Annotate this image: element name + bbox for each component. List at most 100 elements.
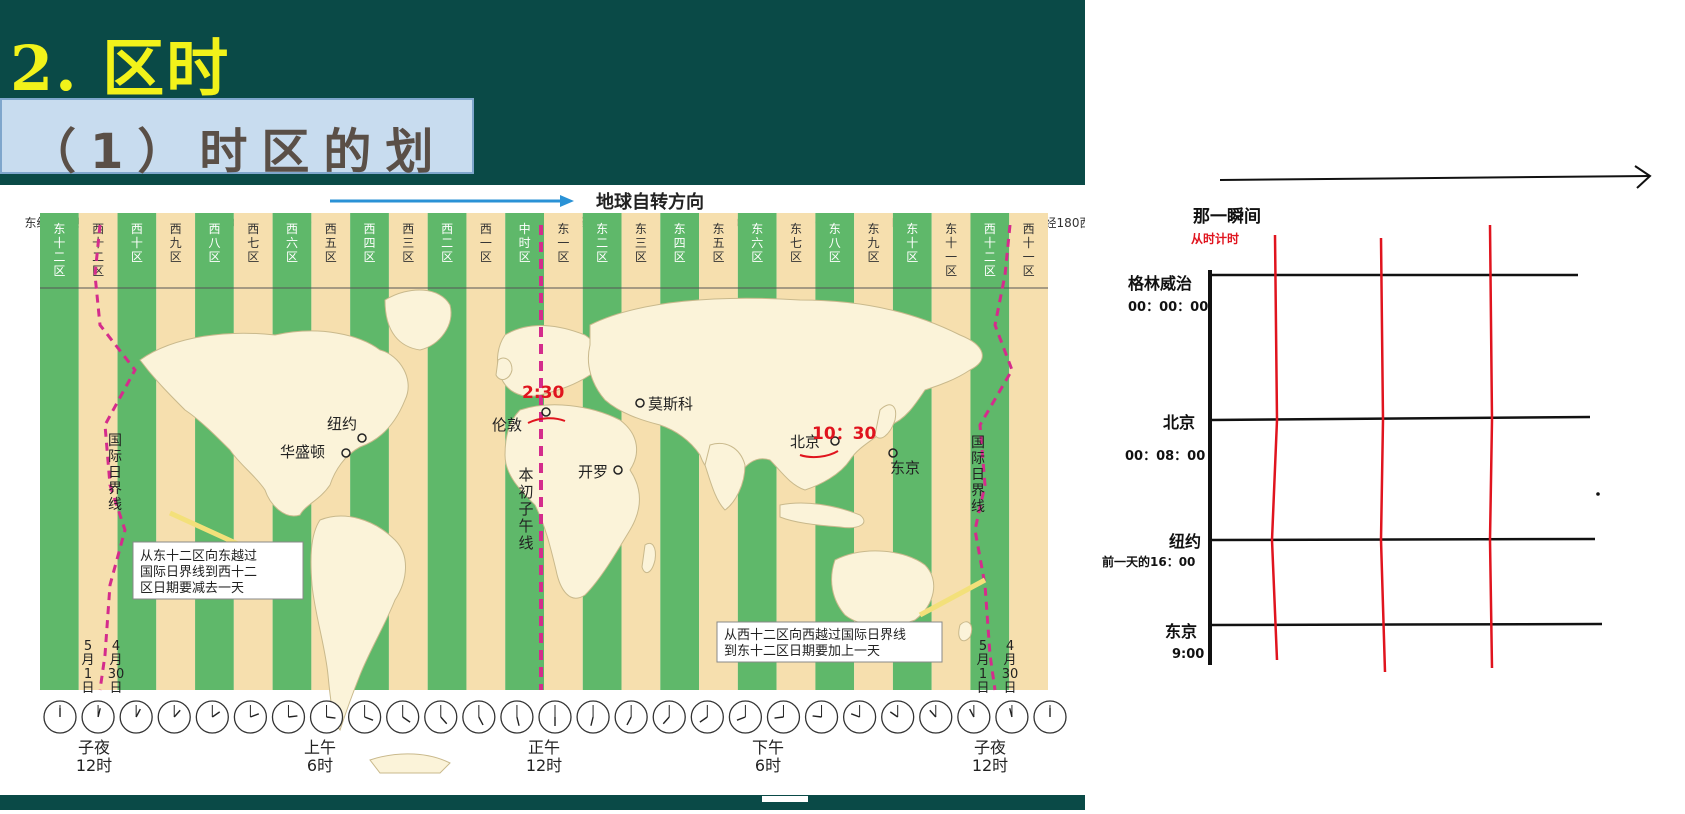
handwritten-diagram: 那一瞬间 从时计时 格林威治 00：00：00 北京 00：08：00 纽约 前… xyxy=(1085,0,1685,810)
rotation-arrow-head xyxy=(560,195,574,207)
south-america xyxy=(310,515,406,732)
note-left-pointer xyxy=(168,510,242,548)
clock-hand xyxy=(173,709,181,718)
prime-meridian-label-char: 线 xyxy=(518,534,533,552)
time-label-midnight-a: 子夜 xyxy=(78,738,110,757)
zone-label-char: 西 xyxy=(208,222,220,236)
zone-label-char: 西 xyxy=(325,222,337,236)
zone-label-char: 西 xyxy=(402,222,414,236)
zone-label-char: 西 xyxy=(131,222,143,236)
prime-meridian-label-char: 初 xyxy=(518,483,533,501)
clock-hand xyxy=(889,711,899,718)
zone-label-char: 十 xyxy=(906,236,918,250)
asia xyxy=(587,297,983,491)
zone-label-char: 东 xyxy=(906,222,918,236)
row-city-tokyo: 东京 xyxy=(1165,622,1197,641)
note-right-pointer xyxy=(918,577,987,618)
city-dot-moscow xyxy=(635,398,645,408)
zone-label-char: 区 xyxy=(751,250,763,264)
zone-label-char: 一 xyxy=(945,250,957,264)
note-right-line1: 从西十二区向西越过国际日界线 xyxy=(724,627,906,643)
row-time-beijing: 00：08：00 xyxy=(1125,449,1205,464)
clock-hand xyxy=(662,716,670,725)
annotation-london-time: 2:30 xyxy=(522,383,564,403)
bottom-gap xyxy=(762,796,808,802)
zone-label-char: 八 xyxy=(208,236,220,250)
zone-label-char: 四 xyxy=(674,236,686,250)
zone-label-char: 四 xyxy=(364,236,376,250)
zone-label-char: 十 xyxy=(984,236,996,250)
date-line-left-label-char: 际 xyxy=(108,449,122,465)
city-new-york: 纽约 xyxy=(327,415,357,433)
zone-label-char: 东 xyxy=(557,222,569,236)
date-right-a-char: 日 xyxy=(976,681,989,696)
zone-stripe xyxy=(970,213,1010,690)
date-line-left-label-char: 国 xyxy=(108,433,122,449)
red-line-3 xyxy=(1488,224,1494,669)
date-left-a-char: 日 xyxy=(81,681,94,696)
date-line-left-label-char: 界 xyxy=(108,481,122,497)
zone-label-char: 九 xyxy=(170,236,182,250)
zone-label-char: 五 xyxy=(325,236,337,250)
date-right-b-char: 日 xyxy=(1003,681,1016,696)
clock-hand xyxy=(699,716,708,723)
note-right: 从西十二区向西越过国际日界线 到东十二区日期要加上一天 xyxy=(716,577,987,663)
rotation-label: 地球自转方向 xyxy=(596,191,704,213)
date-line-right-label-char: 界 xyxy=(971,483,985,499)
zone-label-char: 西 xyxy=(1023,222,1035,236)
zone-label-char: 区 xyxy=(945,264,957,278)
madagascar xyxy=(641,542,656,574)
zone-label-char: 区 xyxy=(519,250,531,264)
slide-background: 2. 区时 （1）时区的划分 地球自转方向 东经180西经15012090603… xyxy=(0,0,1103,810)
zone-label-char: 东 xyxy=(596,222,608,236)
time-label-noon: 正午 xyxy=(528,738,560,757)
zone-label-char: 中 xyxy=(519,221,531,236)
clock-hand xyxy=(590,716,594,726)
clock-hand xyxy=(929,709,937,718)
clock-hand xyxy=(812,715,822,718)
zone-label-char: 西 xyxy=(441,222,453,236)
note-right-box xyxy=(716,621,943,663)
diagram-header: 那一瞬间 xyxy=(1193,206,1261,227)
zone-stripe xyxy=(427,213,467,690)
city-london: 伦敦 xyxy=(492,416,522,434)
date-left-b-char: 4 xyxy=(112,639,120,654)
city-beijing: 北京 xyxy=(790,433,820,451)
zone-label-char: 五 xyxy=(712,236,724,250)
zone-stripe xyxy=(388,213,428,690)
zone-label-char: 区 xyxy=(325,250,337,264)
date-right-a-char: 5 xyxy=(979,639,987,654)
date-right-b-char: 月 xyxy=(1003,653,1016,668)
zone-label-char: 区 xyxy=(364,250,376,264)
zone-label-char: 东 xyxy=(945,222,957,236)
zone-label-char: 三 xyxy=(402,236,414,250)
time-label-midnight-a-hour: 12时 xyxy=(76,756,112,775)
antarctica xyxy=(369,753,451,774)
date-line-left-label-char: 线 xyxy=(108,497,122,513)
zone-label-char: 区 xyxy=(596,250,608,264)
clock-hand xyxy=(440,716,448,725)
row-line-beijing xyxy=(1209,415,1591,422)
zone-label-char: 二 xyxy=(984,250,996,264)
clock-hand xyxy=(626,716,632,726)
zone-label-char: 东 xyxy=(829,222,841,236)
zone-label-char: 区 xyxy=(906,250,918,264)
date-line-right-label-char: 日 xyxy=(971,467,985,483)
city-moscow: 莫斯科 xyxy=(648,395,693,413)
clock-hand xyxy=(736,716,746,721)
time-label-midnight-b: 子夜 xyxy=(974,738,1006,757)
clock-hand xyxy=(250,713,260,718)
uk xyxy=(495,357,513,381)
continents xyxy=(139,289,983,774)
row-city-newyork: 纽约 xyxy=(1169,532,1201,551)
city-dot-cairo xyxy=(613,465,623,475)
zone-label-char: 东 xyxy=(751,222,763,236)
zone-label-char: 七 xyxy=(247,236,259,250)
city-dot-beijing xyxy=(830,436,840,446)
clock-hand xyxy=(364,716,374,721)
row-time-greenwich: 00：00：00 xyxy=(1128,300,1208,315)
zone-label-char: 二 xyxy=(596,236,608,250)
slide-title: 2. 区时 xyxy=(10,32,231,105)
row-line-newyork xyxy=(1209,537,1596,542)
zone-label-char: 六 xyxy=(286,236,298,250)
